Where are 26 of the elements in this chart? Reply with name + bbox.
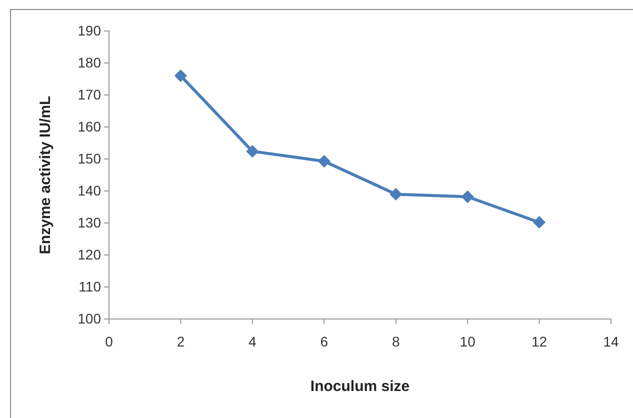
- x-axis-title: Inoculum size: [310, 378, 410, 395]
- point: [390, 188, 402, 201]
- x-tick-label: 8: [392, 334, 400, 350]
- y-tick-label: 180: [78, 54, 102, 70]
- x-tick-label: 14: [603, 334, 619, 350]
- y-tick-label: 100: [78, 310, 102, 326]
- x-tick-label: 2: [176, 334, 185, 350]
- x-tick-label: 12: [531, 334, 548, 350]
- point: [174, 69, 188, 82]
- y-tick-label: 190: [78, 22, 102, 38]
- y-tick-label: 150: [78, 150, 102, 166]
- x-tick-label: 10: [460, 334, 476, 350]
- y-tick-label: 170: [78, 86, 102, 102]
- x-tick-label: 4: [248, 334, 257, 350]
- y-tick-label: 120: [78, 246, 102, 262]
- point: [318, 154, 330, 168]
- y-tick-label: 110: [78, 278, 102, 294]
- point: [532, 216, 546, 229]
- point: [246, 144, 259, 158]
- point: [461, 190, 474, 204]
- x-tick-label: 0: [105, 334, 114, 350]
- y-tick-label: 160: [78, 118, 102, 134]
- x-tick-label: 6: [320, 334, 328, 350]
- y-tick-label: 130: [78, 214, 102, 230]
- y-axis-title: Enzyme activity IU/mL: [37, 96, 54, 254]
- y-tick-label: 140: [78, 182, 102, 198]
